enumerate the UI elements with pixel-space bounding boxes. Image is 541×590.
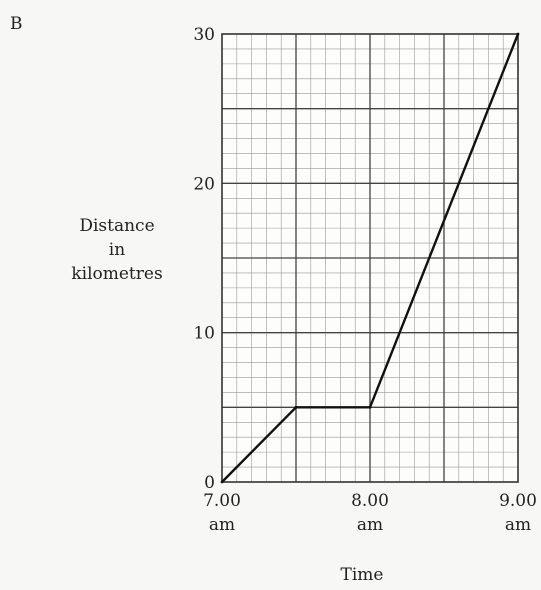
plot-frame <box>221 33 519 483</box>
y-axis-label-line: in <box>108 240 126 260</box>
x-axis-label: Time <box>0 565 541 585</box>
y-tick-label: 10 <box>193 324 215 344</box>
y-axis-label-line: Distance <box>79 216 155 236</box>
y-tick-label: 0 <box>204 473 215 493</box>
data-point <box>220 480 224 484</box>
x-tick-label: am <box>357 515 383 535</box>
series-line <box>221 33 520 483</box>
y-axis-label-line: kilometres <box>71 264 163 284</box>
y-tick-label: 30 <box>193 25 215 45</box>
x-tick-label: 7.00 <box>203 491 241 511</box>
data-point <box>516 32 520 36</box>
panel-label: B <box>10 14 23 34</box>
x-axis-label-text: Time <box>340 565 384 585</box>
x-tick-label: am <box>505 515 531 535</box>
y-axis-label: Distance in kilometres <box>52 214 182 286</box>
y-tick-label: 20 <box>193 174 215 194</box>
data-point <box>368 405 372 409</box>
data-point <box>294 405 298 409</box>
x-tick-label: 9.00 <box>499 491 537 511</box>
x-tick-label: 8.00 <box>351 491 389 511</box>
x-tick-label: am <box>209 515 235 535</box>
